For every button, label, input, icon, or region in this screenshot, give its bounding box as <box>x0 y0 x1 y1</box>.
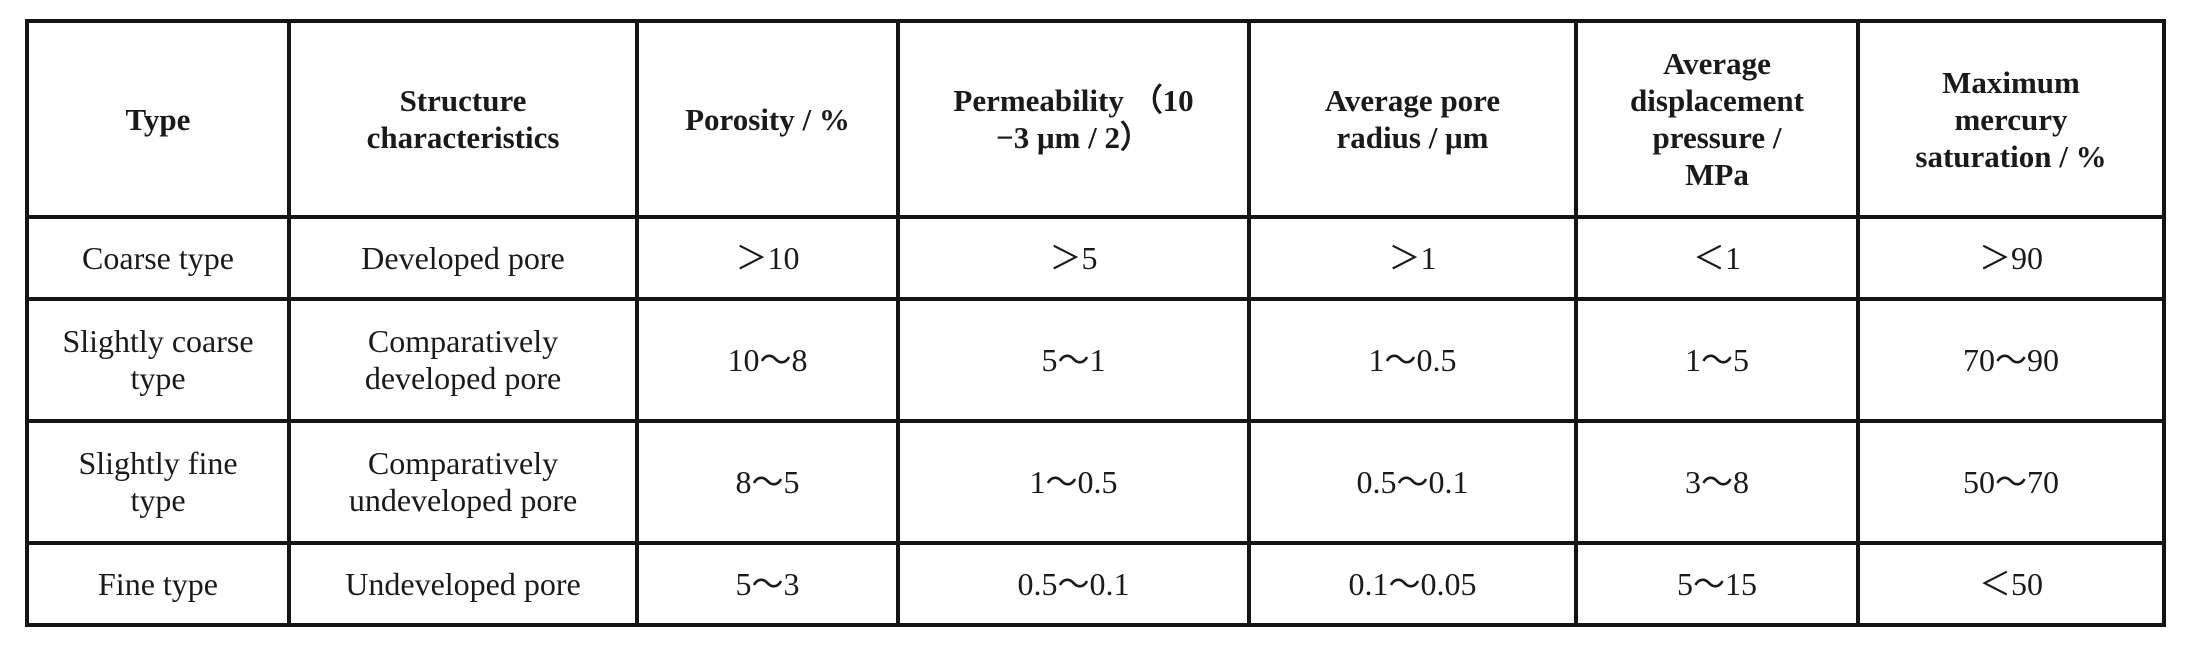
cell-average-displacement-pressure: 1～5 <box>1574 297 1860 423</box>
cell-average-pore-radius: 0.5～0.1 <box>1247 419 1578 545</box>
table-row: Coarse type Developed pore ＞10 ＞5 ＞1 ＜1 … <box>25 215 2166 301</box>
cell-permeability: 5～1 <box>896 297 1251 423</box>
table-container: Type Structure characteristics Porosity … <box>25 19 2166 627</box>
pore-structure-classification-table: Type Structure characteristics Porosity … <box>25 19 2166 627</box>
cell-average-pore-radius: ＞1 <box>1247 215 1578 301</box>
cell-porosity: 10～8 <box>635 297 900 423</box>
cell-average-displacement-pressure: 5～15 <box>1574 541 1860 627</box>
table-body: Coarse type Developed pore ＞10 ＞5 ＞1 ＜1 … <box>25 215 2166 627</box>
header-maximum-mercury-saturation: Maximum mercury saturation / % <box>1856 19 2166 219</box>
table-row: Slightly fine type Comparatively undevel… <box>25 419 2166 545</box>
cell-maximum-mercury-saturation: ＞90 <box>1856 215 2166 301</box>
header-porosity: Porosity / % <box>635 19 900 219</box>
cell-porosity: ＞10 <box>635 215 900 301</box>
cell-structure-characteristics: Developed pore <box>287 215 639 301</box>
cell-maximum-mercury-saturation: 50～70 <box>1856 419 2166 545</box>
cell-maximum-mercury-saturation: ＜50 <box>1856 541 2166 627</box>
cell-average-pore-radius: 0.1～0.05 <box>1247 541 1578 627</box>
table-header: Type Structure characteristics Porosity … <box>25 19 2166 219</box>
cell-average-displacement-pressure: 3～8 <box>1574 419 1860 545</box>
header-structure-characteristics: Structure characteristics <box>287 19 639 219</box>
cell-permeability: 1～0.5 <box>896 419 1251 545</box>
cell-structure-characteristics: Undeveloped pore <box>287 541 639 627</box>
cell-type: Fine type <box>25 541 291 627</box>
cell-structure-characteristics: Comparatively undeveloped pore <box>287 419 639 545</box>
table-row: Slightly coarse type Comparatively devel… <box>25 297 2166 423</box>
header-average-pore-radius: Average pore radius / μm <box>1247 19 1578 219</box>
cell-permeability: 0.5～0.1 <box>896 541 1251 627</box>
cell-type: Slightly fine type <box>25 419 291 545</box>
cell-type: Coarse type <box>25 215 291 301</box>
header-average-displacement-pressure: Average displacement pressure / MPa <box>1574 19 1860 219</box>
cell-maximum-mercury-saturation: 70～90 <box>1856 297 2166 423</box>
header-type: Type <box>25 19 291 219</box>
cell-structure-characteristics: Comparatively developed pore <box>287 297 639 423</box>
header-permeability: Permeability （10 −3 μm / 2） <box>896 19 1251 219</box>
cell-average-pore-radius: 1～0.5 <box>1247 297 1578 423</box>
table-row: Fine type Undeveloped pore 5～3 0.5～0.1 0… <box>25 541 2166 627</box>
cell-average-displacement-pressure: ＜1 <box>1574 215 1860 301</box>
cell-porosity: 5～3 <box>635 541 900 627</box>
header-row: Type Structure characteristics Porosity … <box>25 19 2166 219</box>
cell-porosity: 8～5 <box>635 419 900 545</box>
cell-type: Slightly coarse type <box>25 297 291 423</box>
cell-permeability: ＞5 <box>896 215 1251 301</box>
